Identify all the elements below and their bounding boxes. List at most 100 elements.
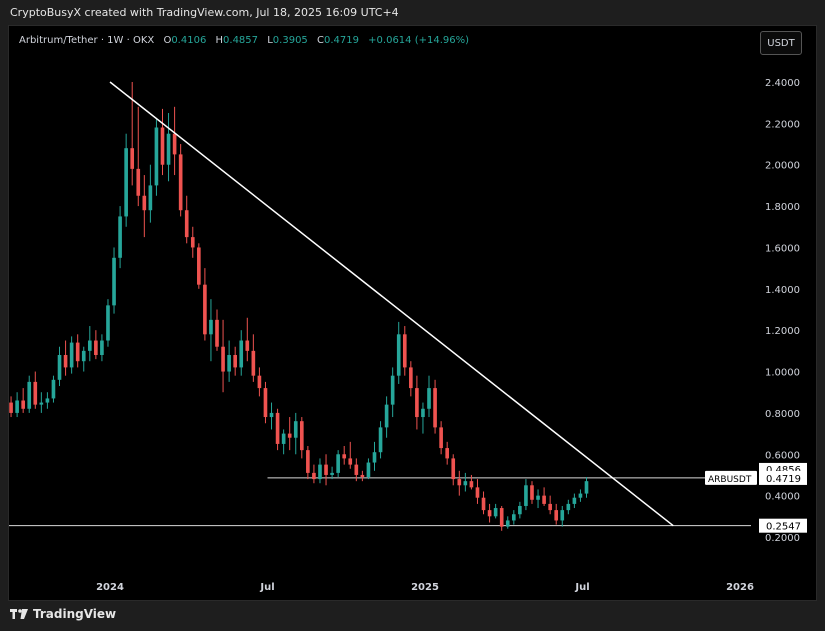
candle-body [142, 195, 147, 211]
candle-body [227, 355, 231, 372]
candle-body [172, 133, 177, 155]
y-tick-label: 1.4000 [765, 285, 800, 296]
candle-body [184, 210, 189, 238]
candle-body [81, 350, 86, 362]
open-label: O [163, 35, 172, 46]
high-value: 0.4857 [223, 35, 259, 46]
candle-body [542, 495, 546, 504]
tradingview-logo-icon [10, 609, 28, 619]
candle-body [251, 350, 256, 376]
candle-body [160, 127, 165, 165]
tradingview-brand: TradingView [10, 607, 116, 621]
candle-body [293, 421, 298, 438]
candle-body [493, 508, 498, 517]
ohlc-legend: Arbitrum/Tether · 1W · OKX O0.4106 H0.48… [19, 35, 469, 46]
y-tick-label: 2.4000 [765, 78, 800, 89]
candle-body [548, 503, 552, 511]
candle-body [257, 375, 262, 389]
candle-body [390, 375, 395, 405]
candle-body [511, 514, 516, 521]
candle-body [51, 379, 56, 399]
candle-body [112, 257, 116, 306]
candle-body [372, 452, 377, 463]
candle-body [360, 474, 365, 478]
close-label: C [316, 35, 324, 46]
candle-body [215, 319, 219, 347]
candle-body [348, 458, 353, 465]
y-tick-label: 0.2000 [765, 533, 800, 544]
candle-body [87, 340, 92, 351]
y-tick-label: 2.2000 [765, 119, 800, 130]
candle-body [21, 400, 25, 409]
candle-body [439, 427, 443, 449]
candle-body [396, 334, 401, 376]
chart-panel[interactable]: Arbitrum/Tether · 1W · OKX O0.4106 H0.48… [8, 25, 817, 601]
candle-body [463, 481, 468, 486]
candle-body [481, 497, 486, 511]
candle-body [154, 127, 159, 186]
symbol-title[interactable]: Arbitrum/Tether · 1W · OKX [19, 35, 155, 46]
candle-body [69, 342, 74, 368]
candle-body [27, 381, 32, 409]
x-tick-label: 2025 [411, 582, 439, 593]
x-tick-label: Jul [259, 582, 274, 593]
candle-body [572, 497, 577, 504]
candle-body [275, 412, 280, 444]
candle-body [269, 412, 274, 418]
high-label: H [215, 35, 224, 46]
candle-body [433, 388, 437, 428]
candle-body [190, 237, 195, 248]
candle-body [378, 427, 383, 453]
candle-body [336, 454, 340, 473]
candle-body [499, 508, 504, 527]
candle-body [402, 334, 407, 368]
descending-trendline [109, 81, 674, 527]
candle-body [118, 216, 122, 258]
candle-body [33, 381, 38, 405]
candle-body [354, 464, 359, 475]
candle-body [75, 342, 80, 362]
brand-label: TradingView [33, 607, 117, 621]
hidden-level-label: 0.4856 [766, 465, 801, 476]
candle-body [530, 485, 534, 500]
y-tick-label: 2.0000 [765, 161, 800, 172]
last-price-label: 0.4719 [766, 474, 801, 485]
open-value: 0.4106 [171, 35, 207, 46]
last-price-badge [759, 470, 807, 485]
y-tick-label: 1.6000 [765, 243, 800, 254]
candle-body [203, 284, 207, 335]
candle-body [578, 493, 583, 498]
candle-body [554, 510, 559, 521]
candle-body [9, 402, 13, 413]
candle-body [324, 464, 328, 475]
candle-body [312, 472, 316, 480]
candle-body [306, 450, 310, 473]
candle-body [560, 510, 565, 521]
candle-body [536, 495, 540, 500]
candle-body [330, 472, 334, 475]
candle-body [245, 340, 250, 351]
series-name-badge [705, 470, 757, 485]
candle-body [178, 154, 183, 211]
y-tick-label: 1.2000 [765, 326, 800, 337]
support-badge [759, 518, 807, 533]
candle-body [318, 464, 322, 480]
candle-body [475, 487, 480, 498]
close-value: 0.4719 [323, 35, 359, 46]
candle-body [384, 404, 389, 428]
price-chart[interactable]: 2.4000 2.2000 2.0000 1.8000 1.6000 1.4000 1.20… [9, 26, 816, 600]
x-tick-label: 2024 [96, 582, 124, 593]
candle-body [239, 340, 244, 368]
x-tick-label: Jul [574, 582, 589, 593]
candle-body [421, 408, 425, 418]
currency-button[interactable]: USDT [760, 31, 802, 55]
x-tick-label: 2026 [726, 582, 754, 593]
candle-body [487, 510, 492, 517]
candle-body [299, 421, 304, 451]
candle-body [287, 433, 292, 438]
low-value: 0.3905 [272, 35, 308, 46]
y-tick-label: 0.6000 [765, 450, 800, 461]
candle-body [409, 367, 413, 389]
y-tick-label: 0.4000 [765, 492, 800, 503]
low-label: L [267, 35, 273, 46]
